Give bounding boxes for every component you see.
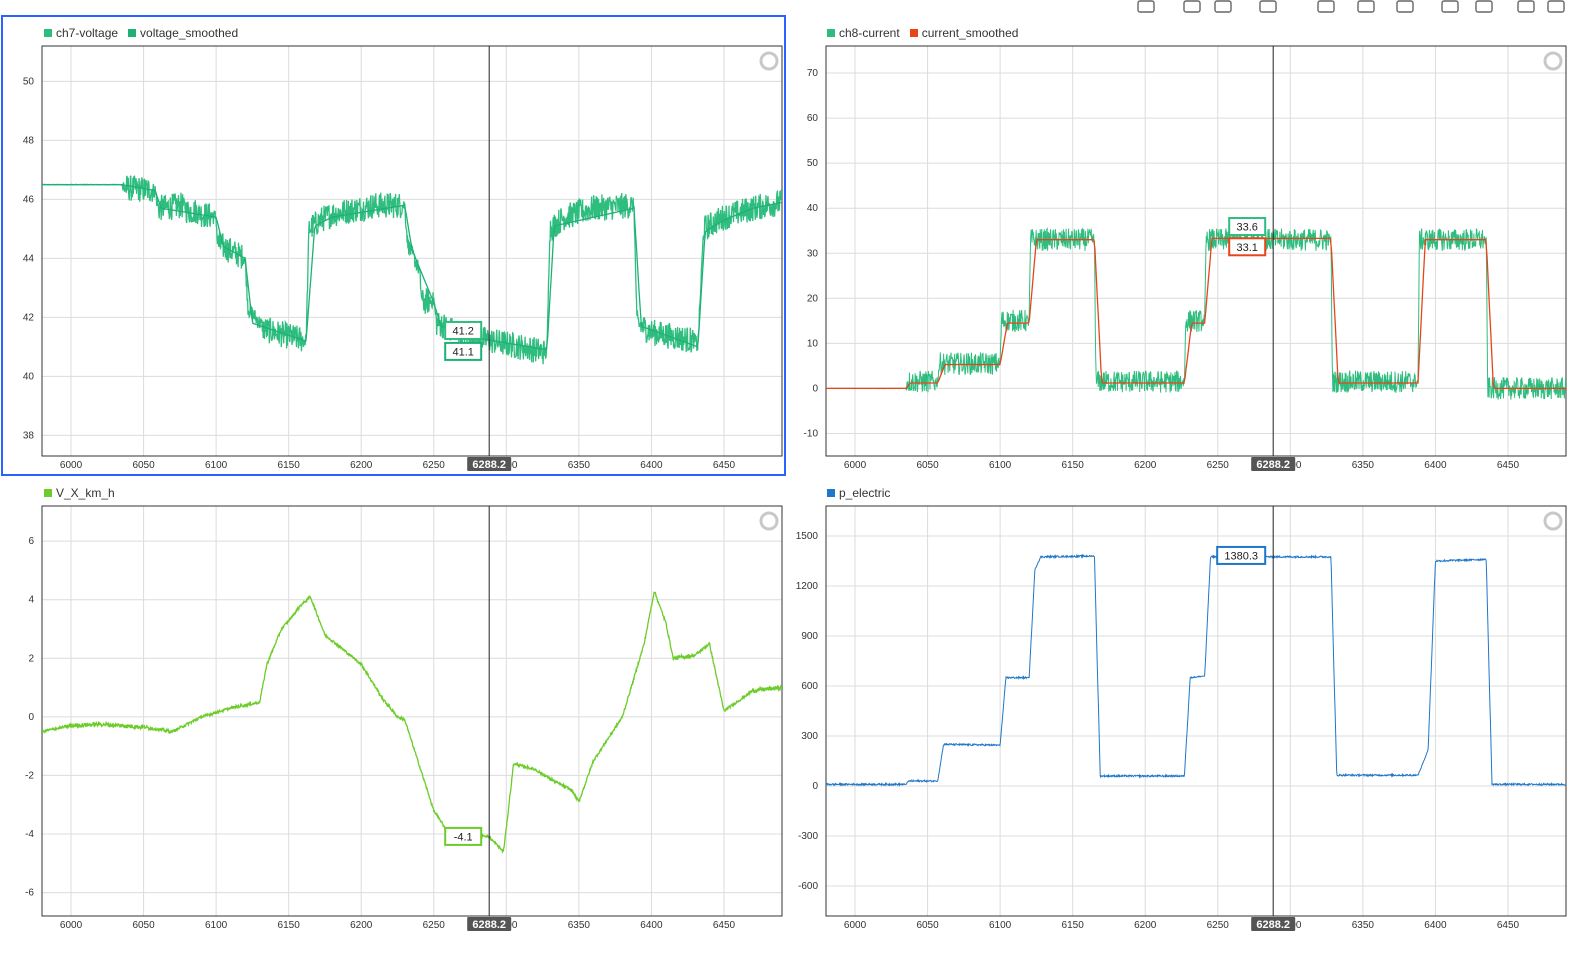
legend-item[interactable]: voltage_smoothed — [128, 26, 238, 40]
legend-swatch — [128, 29, 137, 37]
play-icon[interactable] — [1137, 0, 1155, 13]
legend-swatch — [44, 29, 52, 37]
legend-item[interactable]: V_X_km_h — [44, 486, 115, 500]
chart-panel-current[interactable]: ch8-current current_smoothed — [785, 16, 1585, 475]
legend-power: p_electric — [827, 486, 890, 500]
legend-item[interactable]: ch8-current — [827, 26, 900, 40]
chart-toolbar — [1100, 0, 1589, 16]
legend-swatch — [827, 29, 835, 37]
legend-label: ch7-voltage — [56, 26, 119, 40]
chart-panel-velocity[interactable]: V_X_km_h — [2, 476, 785, 938]
legend-velocity: V_X_km_h — [44, 486, 115, 500]
legend-swatch — [827, 489, 835, 497]
fullscreen-icon[interactable] — [1475, 0, 1493, 13]
chart-panel-voltage[interactable]: ch7-voltage voltage_smoothed — [1, 15, 786, 476]
layout-icon[interactable] — [1214, 0, 1232, 13]
pointer-icon[interactable] — [1396, 0, 1414, 13]
legend-item[interactable]: ch7-voltage — [44, 26, 118, 40]
legend-item[interactable]: current_smoothed — [909, 26, 1019, 40]
camera-icon[interactable] — [1517, 0, 1535, 13]
zoom-icon[interactable] — [1317, 0, 1335, 13]
legend-voltage: ch7-voltage voltage_smoothed — [44, 26, 238, 40]
chart-icon[interactable] — [1259, 0, 1277, 13]
gear-icon[interactable] — [1547, 0, 1565, 13]
legend-current: ch8-current current_smoothed — [827, 26, 1018, 40]
legend-swatch — [44, 489, 52, 497]
toolbar-icons — [1137, 0, 1565, 13]
legend-label: ch8-current — [839, 26, 900, 40]
box-select-icon[interactable] — [1357, 0, 1375, 13]
legend-label: current_smoothed — [921, 26, 1019, 40]
expand-icon[interactable] — [1441, 0, 1459, 13]
legend-label: V_X_km_h — [56, 486, 115, 500]
grid-icon[interactable] — [1183, 0, 1201, 13]
legend-item[interactable]: p_electric — [827, 486, 890, 500]
legend-label: voltage_smoothed — [140, 26, 239, 40]
legend-swatch — [909, 29, 918, 37]
legend-label: p_electric — [839, 486, 891, 500]
chart-panel-power[interactable]: p_electric — [785, 476, 1585, 938]
